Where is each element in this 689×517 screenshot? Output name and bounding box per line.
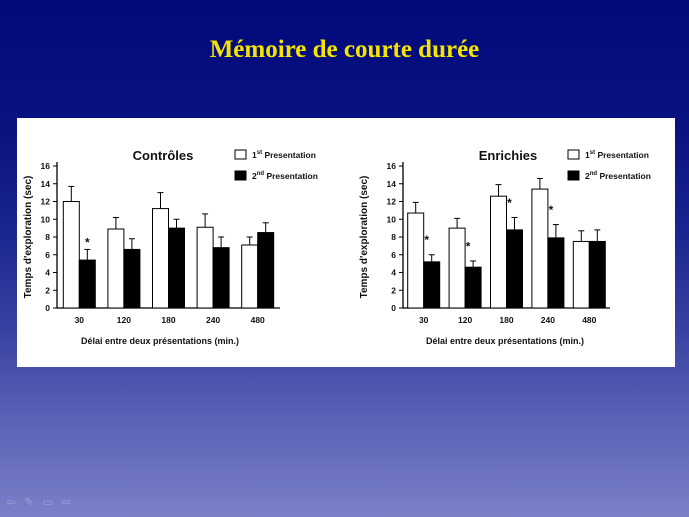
chart2-significance-star: * [424, 233, 429, 247]
chart1-significance-star: * [85, 235, 90, 249]
chart2-y-tick-label: 10 [387, 214, 397, 224]
chart2-bar-2nd-240 [547, 237, 565, 309]
chart1-x-tick-label: 240 [206, 315, 220, 325]
chart2-legend-label: 1st Presentation [585, 150, 649, 160]
chart2-x-tick-label: 480 [582, 315, 596, 325]
chart2-legend-label: 2nd Presentation [585, 171, 651, 181]
chart1-bar-1st-240 [196, 226, 214, 309]
chart2-y-axis-label: Temps d'exploration (sec) [359, 176, 370, 299]
chart2-y-tick-label: 6 [391, 250, 396, 260]
chart2-y-tick-label: 8 [391, 232, 396, 242]
chart2-x-axis-label: Délai entre deux présentations (min.) [426, 336, 584, 346]
chart2-y-tick-label: 0 [391, 303, 396, 313]
chart1-x-axis-label: Délai entre deux présentations (min.) [81, 336, 239, 346]
chart1-legend-label: 2nd Presentation [252, 171, 318, 181]
chart1-y-tick-label: 16 [41, 161, 51, 171]
chart1-legend-label: 1st Presentation [252, 150, 316, 160]
chart1-bar-2nd-480 [257, 232, 275, 309]
slide-title: Mémoire de courte durée [209, 36, 480, 63]
chart1-y-tick-label: 10 [41, 214, 51, 224]
chart2-y-tick-label: 2 [391, 285, 396, 295]
chart2-y-tick-label: 14 [387, 179, 397, 189]
chart2-title: Enrichies [479, 148, 538, 163]
chart2-significance-star: * [507, 196, 512, 210]
chart2-bar-1st-240 [531, 188, 549, 309]
chart1-y-axis-label: Temps d'exploration (sec) [23, 176, 34, 299]
chart2-y-tick-label: 12 [387, 197, 397, 207]
chart2-y-tick-label: 4 [391, 268, 396, 278]
chart2-x-tick-label: 30 [419, 315, 429, 325]
chart1-x-tick-label: 480 [251, 315, 265, 325]
chart2-bar-1st-480 [572, 240, 590, 309]
chart1-legend-swatch [234, 170, 247, 181]
pen-icon[interactable]: ✎ [24, 495, 35, 509]
chart2-significance-star: * [549, 203, 554, 217]
chart1-bar-2nd-30 [78, 259, 96, 309]
chart1-bar-2nd-120 [123, 248, 141, 309]
chart2-x-tick-label: 120 [458, 315, 472, 325]
chart2-x-tick-label: 240 [541, 315, 555, 325]
chart1-y-tick-label: 12 [41, 197, 51, 207]
chart2-bar-1st-120 [448, 227, 466, 309]
menu-icon[interactable]: ▭ [42, 495, 54, 509]
chart1-x-tick-label: 120 [117, 315, 131, 325]
figure-panel: 0 2 4 6 8 10 12 14 16 30 120 180 240 480 * Contrôles Tem… [17, 118, 675, 367]
chart2-bar-2nd-480 [588, 240, 606, 309]
chart1-y-tick-label: 2 [45, 285, 50, 295]
chart1-y-tick-label: 4 [45, 268, 50, 278]
chart2-legend-swatch [567, 170, 580, 181]
chart2-bar-2nd-120 [464, 266, 482, 309]
chart1-bar-1st-120 [107, 228, 125, 309]
chart2-legend-swatch [567, 149, 580, 160]
chart2-bar-1st-180 [490, 195, 507, 309]
chart1-x-tick-label: 180 [161, 315, 175, 325]
next-arrow-icon[interactable]: ⇨ [61, 495, 72, 509]
chart2-bar-2nd-180 [506, 229, 523, 309]
chart1-bar-1st-480 [241, 244, 259, 309]
chart2-y-tick-label: 16 [387, 161, 397, 171]
chart1-x-tick-label: 30 [75, 315, 85, 325]
chart1-bar-2nd-180 [168, 227, 185, 309]
chart2-x-tick-label: 180 [499, 315, 513, 325]
chart1-y-tick-label: 8 [45, 232, 50, 242]
chart1-y-tick-label: 0 [45, 303, 50, 313]
chart2-bar-2nd-30 [423, 261, 441, 309]
chart2-bar-1st-30 [407, 212, 425, 309]
chart1-bar-1st-180 [152, 208, 169, 309]
chart1-y-tick-label: 6 [45, 250, 50, 260]
previous-arrow-icon[interactable]: ⇦ [6, 495, 17, 509]
chart2-significance-star: * [466, 239, 471, 253]
chart1-y-tick-label: 14 [41, 179, 51, 189]
chart1-bar-2nd-240 [212, 247, 230, 309]
chart1-bar-1st-30 [62, 201, 80, 309]
slide-nav-bar: ⇦ ✎ ▭ ⇨ [6, 495, 72, 509]
chart1-title: Contrôles [133, 148, 194, 163]
chart1-legend-swatch [234, 149, 247, 160]
